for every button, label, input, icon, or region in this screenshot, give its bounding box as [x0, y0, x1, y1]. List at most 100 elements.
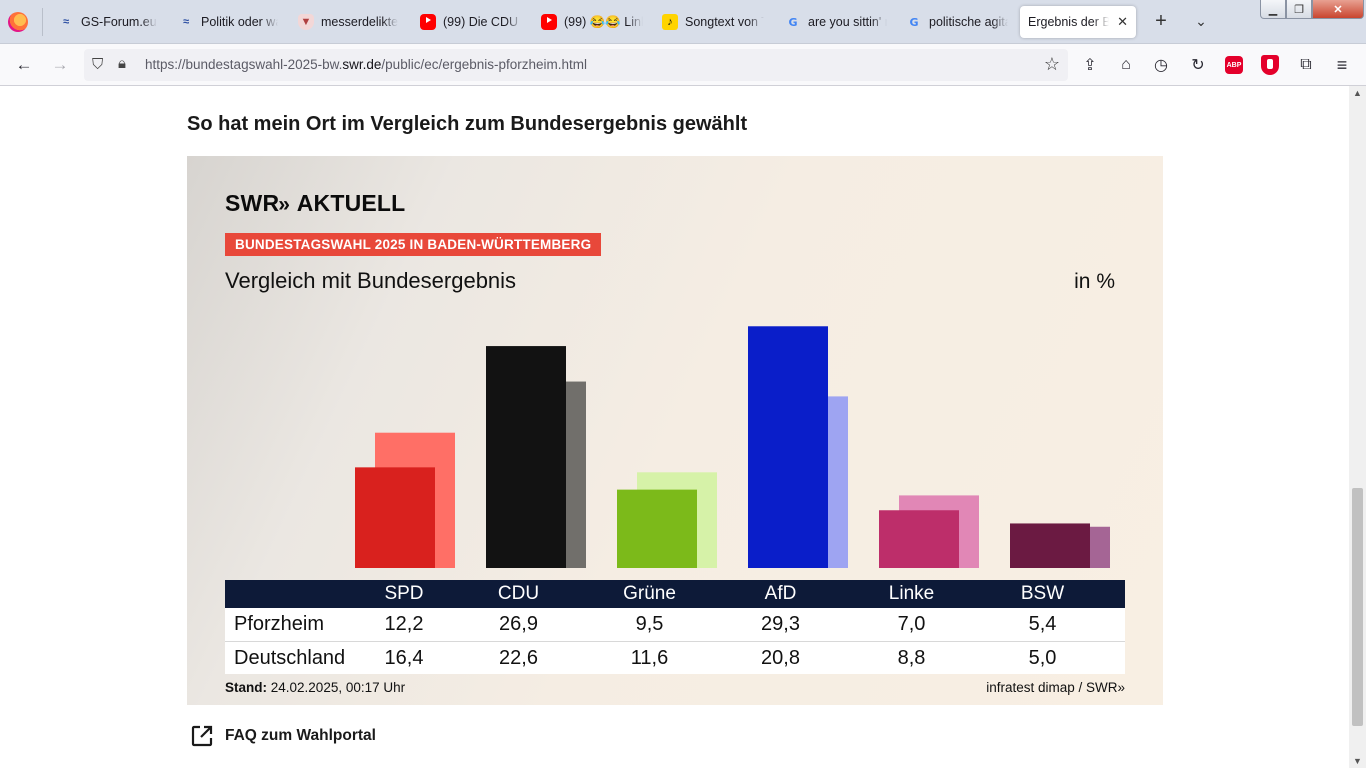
tab-title: Politik oder wa — [201, 15, 278, 29]
bar-pforzheim-afd — [748, 326, 828, 568]
tab-google-sittin[interactable]: G are you sittin' r — [785, 6, 887, 38]
value-cell: 5,4 — [1028, 613, 1057, 635]
adblock-plus-icon[interactable]: ABP — [1225, 56, 1243, 74]
tab-youtube-linke[interactable]: (99) 😂😂 Linke — [541, 6, 643, 38]
value-cell: 5,0 — [1028, 647, 1057, 669]
row-label: Pforzheim — [234, 613, 325, 635]
tab-gs-forum[interactable]: ≈ GS-Forum.eu — [58, 6, 158, 38]
value-cell: 22,6 — [499, 647, 538, 669]
value-cell: 8,8 — [897, 647, 926, 669]
tab-title: Songtext von T — [685, 15, 764, 29]
bar-pforzheim-cdu — [486, 346, 566, 568]
header-bsw: BSW — [1020, 583, 1065, 604]
list-all-tabs-button[interactable]: ⌄ — [1195, 13, 1207, 29]
gs-forum-icon: ≈ — [182, 16, 190, 28]
tab-title: (99) 😂😂 Linke — [564, 14, 643, 29]
tab-title: GS-Forum.eu — [81, 15, 157, 29]
scroll-down-icon[interactable]: ▼ — [1353, 756, 1362, 766]
value-cell: 12,2 — [384, 613, 424, 635]
reload-icon[interactable]: ↻ — [1191, 57, 1205, 74]
tab-ergebnis-active[interactable]: Ergebnis der Bu ✕ — [1020, 6, 1136, 38]
firefox-icon[interactable] — [8, 12, 28, 32]
bar-pforzheim-bsw — [1010, 523, 1090, 568]
bookmark-star-icon[interactable]: ☆ — [1043, 54, 1060, 74]
table-row-pforzheim: Pforzheim 12,2 26,9 9,5 29,3 7,0 5,4 — [225, 608, 1125, 641]
bar-pforzheim-spd — [355, 467, 435, 568]
tab-strip: ≈ GS-Forum.eu ≈ Politik oder wa ▼ messer… — [0, 0, 1366, 44]
external-link-icon — [191, 725, 213, 747]
tab-title: (99) Die CDU K — [443, 15, 522, 29]
navigation-toolbar: ← → ⛉ 🔒︎ https://bundestagswahl-2025-bw.… — [0, 44, 1366, 86]
bar-chart — [355, 326, 1110, 568]
url-suffix: /public/ec/ergebnis-pforzheim.html — [381, 57, 588, 72]
faq-link-text: FAQ zum Wahlportal — [225, 727, 376, 744]
logo-suffix: AKTUELL — [296, 190, 406, 216]
shield-icon: ▼ — [298, 14, 314, 30]
value-cell: 9,5 — [635, 613, 664, 635]
home-icon[interactable]: ⌂ — [1121, 56, 1131, 73]
menu-icon[interactable]: ≡ — [1336, 54, 1348, 75]
url-text[interactable]: https://bundestagswahl-2025-bw.swr.de/pu… — [145, 57, 587, 72]
forward-button[interactable]: → — [51, 55, 69, 74]
unit-label: in % — [1074, 270, 1115, 293]
tab-youtube-cdu[interactable]: (99) Die CDU K — [420, 6, 522, 38]
tab-divider — [42, 8, 43, 36]
url-domain: swr.de — [342, 57, 382, 72]
history-icon[interactable]: ◷ — [1154, 57, 1168, 74]
election-chart-card: SWR» AKTUELL BUNDESTAGSWAHL 2025 IN BADE… — [187, 156, 1163, 705]
scroll-up-icon[interactable]: ▲ — [1353, 88, 1362, 98]
ublock-icon[interactable] — [1261, 55, 1279, 75]
scrollbar-thumb[interactable] — [1352, 488, 1363, 726]
youtube-icon — [420, 14, 436, 30]
tracking-protection-icon[interactable]: ⛉ — [92, 56, 104, 73]
bar-pforzheim-grüne — [617, 489, 697, 568]
window-controls: ▁ ❐ ✕ — [1260, 0, 1366, 20]
google-icon: G — [788, 15, 798, 29]
value-cell: 29,3 — [761, 613, 800, 635]
page-scrollbar[interactable]: ▲ ▼ — [1349, 86, 1366, 768]
value-cell: 16,4 — [384, 647, 424, 669]
faq-link[interactable]: FAQ zum Wahlportal — [190, 724, 376, 748]
lock-icon[interactable]: 🔒︎ — [118, 55, 126, 72]
extensions-icon[interactable]: ⧉ — [1300, 56, 1312, 73]
footer-date: 24.02.2025, 00:17 Uhr — [270, 680, 406, 695]
table-row-deutschland: Deutschland 16,4 22,6 11,6 20,8 8,8 5,0 — [225, 641, 1125, 674]
new-tab-button[interactable]: + — [1155, 10, 1167, 32]
value-cell: 7,0 — [897, 613, 926, 635]
tab-title: messerdelikte 2 — [321, 15, 398, 29]
close-tab-icon[interactable]: ✕ — [1117, 14, 1128, 29]
election-banner: BUNDESTAGSWAHL 2025 IN BADEN-WÜRTTEMBERG — [225, 233, 602, 256]
value-cell: 20,8 — [761, 647, 800, 669]
footer-label: Stand: — [225, 680, 267, 695]
restore-button[interactable]: ❐ — [1286, 0, 1312, 19]
address-bar[interactable]: ⛉ 🔒︎ https://bundestagswahl-2025-bw.swr.… — [84, 49, 1068, 81]
chart-title: Vergleich mit Bundesergebnis — [225, 268, 517, 293]
logo-chevrons: » — [278, 193, 289, 216]
value-cell: 11,6 — [630, 647, 669, 669]
youtube-icon — [541, 14, 557, 30]
table-header: SPD CDU Grüne AfD Linke BSW — [225, 580, 1125, 608]
minimize-button[interactable]: ▁ — [1260, 0, 1286, 19]
tab-songtext[interactable]: ♪ Songtext von T — [662, 6, 764, 38]
row-label: Deutschland — [234, 647, 346, 669]
google-icon: G — [909, 15, 919, 29]
bar-pforzheim-linke — [879, 510, 959, 568]
header-empty-cell — [225, 580, 355, 608]
data-source: infratest dimap / SWR» — [986, 680, 1125, 695]
header-cdu: CDU — [497, 583, 540, 604]
tab-title: politische agita — [929, 15, 1008, 29]
close-window-button[interactable]: ✕ — [1312, 0, 1364, 19]
songtext-icon: ♪ — [662, 14, 678, 30]
pocket-save-icon[interactable]: ⇪ — [1083, 57, 1097, 74]
page-heading: So hat mein Ort im Vergleich zum Bundese… — [187, 113, 748, 135]
tab-title: are you sittin' r — [808, 15, 887, 29]
swr-aktuell-logo: SWR» AKTUELL — [225, 190, 405, 217]
header-afd: AfD — [764, 583, 797, 604]
tab-messerdelikte[interactable]: ▼ messerdelikte 2 — [298, 6, 398, 38]
tab-title: Ergebnis der Bu — [1028, 15, 1110, 29]
tab-google-agitation[interactable]: G politische agita — [906, 6, 1008, 38]
url-prefix: https://bundestagswahl-2025-bw. — [145, 57, 343, 72]
header-linke: Linke — [888, 583, 935, 604]
back-button[interactable]: ← — [15, 55, 33, 74]
tab-politik[interactable]: ≈ Politik oder wa — [178, 6, 278, 38]
